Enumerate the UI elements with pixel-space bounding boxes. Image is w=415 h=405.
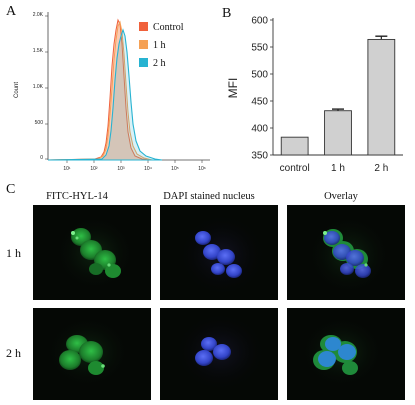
panel-label-a: A bbox=[6, 4, 17, 19]
micrograph-dapi-1h bbox=[160, 205, 278, 300]
legend-label-1h: 1 h bbox=[153, 40, 166, 51]
mfi-y-tick-label: 400 bbox=[251, 124, 268, 135]
micrograph-fitc-2h bbox=[33, 308, 151, 400]
histogram-curve-control bbox=[47, 18, 151, 161]
column-title-overlay: Overlay bbox=[324, 191, 358, 202]
mfi-y-tick-label: 350 bbox=[251, 151, 268, 162]
panel-label-c: C bbox=[6, 182, 16, 197]
row-label-1h: 1 h bbox=[6, 246, 21, 260]
histogram-y-tick: 500 bbox=[35, 120, 44, 126]
mfi-x-tick-label: 2 h bbox=[374, 163, 388, 174]
mfi-bars bbox=[280, 35, 396, 156]
legend-swatch-1h bbox=[139, 40, 148, 49]
mfi-bar bbox=[280, 136, 309, 156]
histogram-y-ticks: 0 500 1.0K 1.5K 2.0K bbox=[33, 12, 44, 161]
mfi-y-tick-label: 500 bbox=[251, 70, 268, 81]
mfi-bar-chart: MFI 350 400 450 500 550 600 control 1 h 2 h bbox=[226, 16, 403, 174]
micrograph-fitc-1h bbox=[33, 205, 151, 300]
mfi-bar bbox=[324, 110, 352, 156]
histogram-legend: Control 1 h 2 h bbox=[139, 22, 184, 69]
legend-swatch-2h bbox=[139, 58, 148, 67]
mfi-x-tick-label: 1 h bbox=[331, 163, 345, 174]
histogram-x-tick: 10⁶ bbox=[198, 166, 206, 172]
histogram-x-tick: 10⁵ bbox=[171, 166, 179, 172]
histogram-x-ticks: 10¹ 10² 10³ 10⁴ 10⁵ 10⁶ bbox=[63, 166, 205, 172]
mfi-y-tick-label: 450 bbox=[251, 97, 268, 108]
histogram-y-tick: 1.0K bbox=[33, 84, 44, 90]
histogram-x-tick: 10² bbox=[90, 166, 98, 172]
micrograph-overlay-1h bbox=[287, 205, 405, 300]
histogram-curve-1h bbox=[47, 20, 153, 161]
histogram-y-tick: 1.5K bbox=[33, 48, 44, 54]
micrograph-overlay-2h bbox=[287, 308, 405, 400]
panel-label-b: B bbox=[222, 6, 232, 21]
mfi-y-tick-label: 550 bbox=[251, 43, 268, 54]
histogram-y-tick: 0 bbox=[40, 155, 43, 161]
mfi-x-ticks: control 1 h 2 h bbox=[280, 163, 389, 174]
histogram-x-tick: 10⁴ bbox=[144, 166, 152, 172]
column-title-dapi: DAPI stained nucleus bbox=[163, 191, 255, 202]
micrograph-dapi-2h bbox=[160, 308, 278, 400]
mfi-y-tick-label: 600 bbox=[251, 16, 268, 27]
histogram-chart: Count 0 500 1.0K 1.5K 2.0K 10¹ 10² 10³ 1… bbox=[14, 12, 210, 172]
legend-label-control: Control bbox=[153, 22, 184, 33]
mfi-y-ticks: 350 400 450 500 550 600 bbox=[251, 16, 273, 162]
histogram-x-tick: 10³ bbox=[117, 166, 125, 172]
histogram-curve-2h bbox=[47, 28, 163, 161]
mfi-bar bbox=[367, 38, 396, 156]
histogram-x-tick: 10¹ bbox=[63, 166, 71, 172]
histogram-y-tick: 2.0K bbox=[33, 12, 44, 18]
row-label-2h: 2 h bbox=[6, 346, 21, 360]
legend-label-2h: 2 h bbox=[153, 58, 166, 69]
mfi-y-axis-label: MFI bbox=[226, 78, 240, 99]
histogram-y-axis-label: Count bbox=[14, 82, 20, 98]
column-title-fitc: FITC-HYL-14 bbox=[46, 191, 108, 202]
legend-swatch-control bbox=[139, 22, 148, 31]
mfi-x-tick-label: control bbox=[280, 163, 310, 174]
